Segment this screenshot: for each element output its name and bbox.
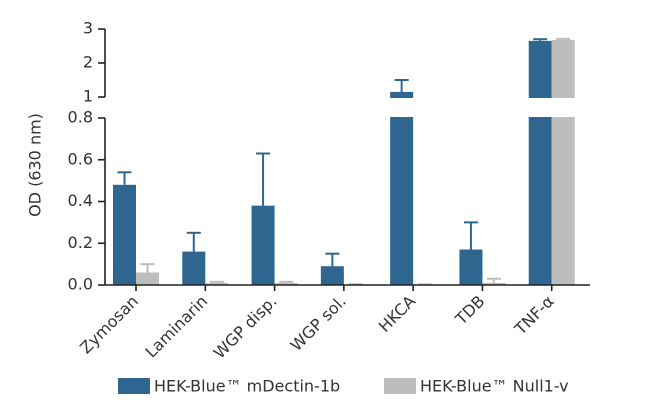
y-tick-label: 3 (83, 19, 93, 38)
bar (113, 184, 136, 285)
axis-break (104, 98, 591, 117)
legend-label: HEK-Blue™ mDectin-1b (154, 377, 340, 396)
error-bar (533, 38, 548, 41)
y-tick-label: 0.8 (68, 108, 93, 127)
error-bar (209, 280, 224, 283)
bar (551, 39, 575, 285)
bar (459, 249, 483, 285)
error-bar (486, 277, 501, 283)
y-tick-label: 0.0 (68, 275, 93, 294)
y-tick-label: 0.4 (68, 191, 93, 210)
legend-swatch (384, 378, 416, 394)
x-tick-label: TNF-α (510, 292, 558, 340)
bar (482, 282, 506, 285)
x-tick-label: WGP disp. (210, 292, 281, 363)
bar (274, 282, 298, 285)
bar (182, 251, 206, 285)
x-tick-label: Zymosan (76, 292, 142, 358)
error-bar (279, 280, 294, 283)
bar (136, 272, 159, 285)
error-bar (463, 221, 478, 250)
y-tick-label: 1 (83, 87, 93, 106)
error-bar (556, 37, 571, 40)
y-tick-label: 2 (83, 53, 93, 72)
x-tick-label: WGP sol. (287, 292, 350, 355)
x-tick-label: Laminarin (141, 292, 211, 362)
legend-label: HEK-Blue™ Null1-v (420, 377, 569, 396)
legend-swatch (118, 378, 150, 394)
error-bar (117, 171, 132, 185)
error-bar (256, 152, 271, 206)
x-tick-label: TDB (451, 292, 489, 330)
bar (205, 282, 229, 285)
y-tick-label: 0.2 (68, 233, 93, 252)
error-bar (394, 79, 409, 92)
y-axis-title: OD (630 nm) (26, 113, 45, 217)
bar (528, 40, 552, 286)
error-bar (325, 252, 340, 267)
y-tick-label: 0.6 (68, 149, 93, 168)
error-bar (140, 263, 155, 273)
bar (251, 205, 275, 285)
error-bar (186, 231, 201, 252)
bar (390, 91, 414, 286)
x-tick-label: HKCA (375, 292, 419, 336)
bar (320, 266, 344, 285)
